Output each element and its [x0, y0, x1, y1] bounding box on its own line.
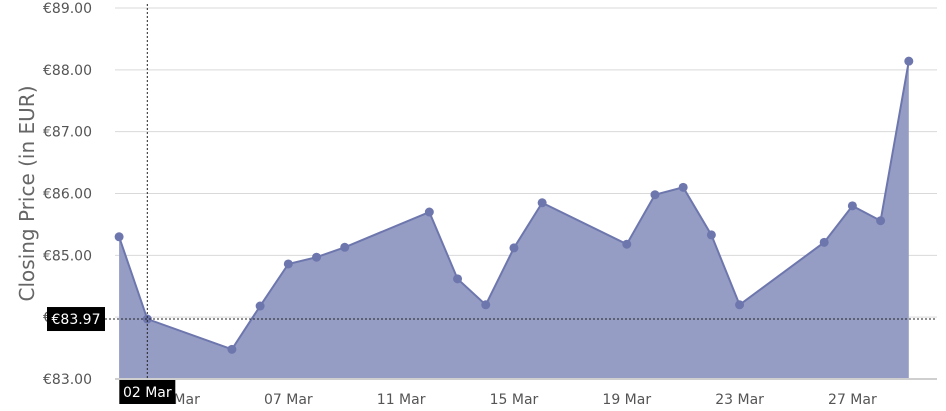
crosshair-layer	[105, 4, 937, 379]
x-tick-label: 19 Mar	[602, 392, 651, 408]
x-crosshair-label-box	[119, 380, 176, 404]
x-tick-label: 23 Mar	[715, 392, 764, 408]
data-point[interactable]	[227, 344, 237, 354]
points-layer	[114, 56, 914, 354]
y-tick-label: €85.00	[43, 248, 92, 264]
data-point[interactable]	[453, 274, 463, 284]
axis-layer: 03 Mar 07 Mar 11 Mar 15 Mar 19 Mar 23 Mar 27 M…	[115, 378, 937, 408]
data-point[interactable]	[481, 300, 491, 310]
x-tick-label: 15 Mar	[490, 392, 539, 408]
data-point[interactable]	[735, 300, 745, 310]
data-point[interactable]	[706, 230, 716, 240]
data-point[interactable]	[876, 216, 886, 226]
y-tick-label: €86.00	[43, 187, 92, 203]
y-crosshair-label-box	[47, 307, 105, 332]
y-tick-label: €83.00	[43, 372, 92, 388]
x-tick-label: 27 Mar	[828, 392, 877, 408]
data-point[interactable]	[819, 237, 829, 247]
data-point[interactable]	[650, 190, 660, 200]
data-point[interactable]	[142, 314, 152, 324]
area-layer	[118, 61, 910, 379]
y-tick-label: €89.00	[43, 1, 92, 17]
y-crosshair-label: €83.97	[52, 312, 101, 328]
data-point[interactable]	[904, 56, 914, 66]
data-point[interactable]	[537, 198, 547, 208]
data-point[interactable]	[509, 243, 519, 253]
y-tick-label: €87.00	[43, 125, 92, 141]
data-point[interactable]	[283, 259, 293, 269]
data-point[interactable]	[847, 201, 857, 211]
data-point[interactable]	[312, 252, 322, 262]
x-crosshair-label: 02 Mar	[123, 385, 172, 401]
x-tick-label: 11 Mar	[377, 392, 426, 408]
data-point[interactable]	[424, 207, 434, 217]
series-area	[119, 61, 909, 379]
data-point[interactable]	[114, 232, 124, 242]
data-point[interactable]	[622, 239, 632, 249]
data-point[interactable]	[255, 301, 265, 311]
y-tick-label: €88.00	[43, 63, 92, 79]
data-point[interactable]	[340, 242, 350, 252]
data-point[interactable]	[678, 182, 688, 192]
y-axis-label: Closing Price (in EUR)	[15, 86, 39, 302]
tooltip-layer: €83.97 02 Mar	[47, 307, 176, 404]
x-tick-label: 07 Mar	[264, 392, 313, 408]
